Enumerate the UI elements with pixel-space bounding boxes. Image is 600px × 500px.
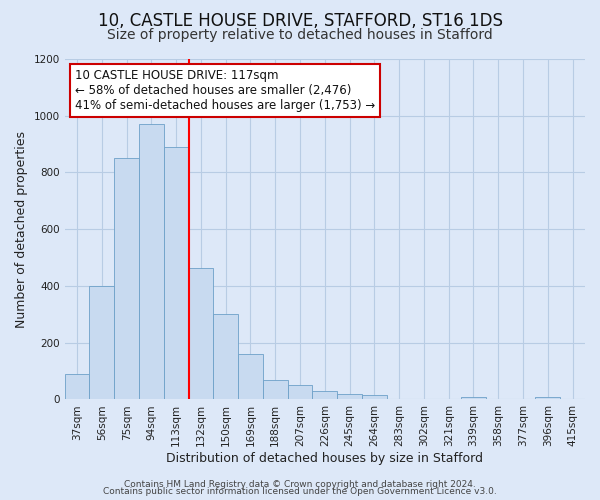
Bar xyxy=(362,395,387,400)
Text: Contains public sector information licensed under the Open Government Licence v3: Contains public sector information licen… xyxy=(103,488,497,496)
Bar xyxy=(114,158,139,400)
Bar xyxy=(287,386,313,400)
Bar xyxy=(238,354,263,400)
X-axis label: Distribution of detached houses by size in Stafford: Distribution of detached houses by size … xyxy=(166,452,484,465)
Bar xyxy=(139,124,164,400)
Bar xyxy=(313,391,337,400)
Bar xyxy=(263,380,287,400)
Bar xyxy=(214,314,238,400)
Bar xyxy=(188,268,214,400)
Bar xyxy=(337,394,362,400)
Bar xyxy=(164,147,188,400)
Y-axis label: Number of detached properties: Number of detached properties xyxy=(15,130,28,328)
Text: 10 CASTLE HOUSE DRIVE: 117sqm
← 58% of detached houses are smaller (2,476)
41% o: 10 CASTLE HOUSE DRIVE: 117sqm ← 58% of d… xyxy=(75,69,376,112)
Text: Size of property relative to detached houses in Stafford: Size of property relative to detached ho… xyxy=(107,28,493,42)
Bar xyxy=(89,286,114,400)
Bar xyxy=(535,396,560,400)
Text: Contains HM Land Registry data © Crown copyright and database right 2024.: Contains HM Land Registry data © Crown c… xyxy=(124,480,476,489)
Text: 10, CASTLE HOUSE DRIVE, STAFFORD, ST16 1DS: 10, CASTLE HOUSE DRIVE, STAFFORD, ST16 1… xyxy=(97,12,503,30)
Bar xyxy=(461,396,486,400)
Bar xyxy=(65,374,89,400)
